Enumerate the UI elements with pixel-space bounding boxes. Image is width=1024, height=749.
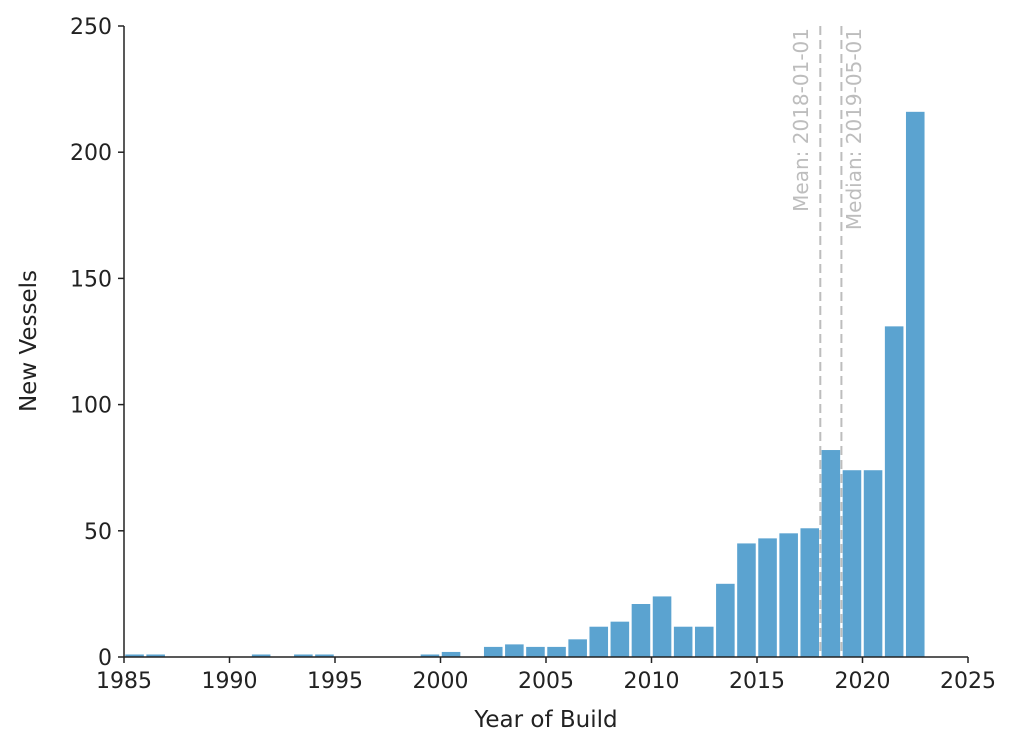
bar-1999 bbox=[420, 654, 440, 657]
bar-2016 bbox=[779, 533, 798, 657]
x-tick-label: 1990 bbox=[202, 669, 258, 694]
x-tick-label: 2000 bbox=[413, 669, 469, 694]
y-tick-label: 150 bbox=[70, 267, 112, 292]
y-tick-label: 100 bbox=[70, 394, 112, 419]
x-tick-label: 1995 bbox=[307, 669, 363, 694]
bar-2002 bbox=[483, 646, 503, 657]
x-tick-label: 2025 bbox=[940, 669, 996, 694]
bar-2010 bbox=[652, 596, 672, 657]
bar-2008 bbox=[610, 621, 630, 657]
bar-2007 bbox=[589, 626, 609, 657]
x-axis-ticks: 1985 1990 1995 2000 2005 2010 2015 2020 2025 bbox=[96, 657, 996, 694]
bar-1994 bbox=[315, 654, 334, 657]
bar-1993 bbox=[294, 654, 313, 657]
x-tick-label: 2015 bbox=[729, 669, 785, 694]
y-axis-label: New Vessels bbox=[16, 270, 42, 412]
bar-2004 bbox=[526, 646, 545, 657]
bar-2009 bbox=[631, 604, 651, 657]
bar-2021 bbox=[884, 326, 904, 657]
bar-1986 bbox=[146, 654, 165, 657]
y-tick-label: 0 bbox=[98, 646, 112, 671]
x-tick-label: 1985 bbox=[96, 669, 152, 694]
bar-2000 bbox=[441, 651, 461, 657]
y-axis-ticks: 0 50 100 150 200 250 bbox=[70, 15, 124, 671]
x-tick-label: 2010 bbox=[624, 669, 680, 694]
x-tick-label: 2005 bbox=[518, 669, 574, 694]
x-tick-label: 2020 bbox=[835, 669, 891, 694]
bar-2019 bbox=[842, 470, 862, 657]
bar-2018 bbox=[821, 450, 841, 657]
bar-2014 bbox=[737, 543, 756, 657]
x-axis-label: Year of Build bbox=[473, 707, 617, 733]
bar-2020 bbox=[863, 470, 883, 657]
y-tick-label: 200 bbox=[70, 141, 112, 166]
bars bbox=[125, 111, 925, 657]
bar-2011 bbox=[673, 626, 693, 657]
bar-1985 bbox=[125, 654, 144, 657]
reference-line-label-1: Median: 2019-05-01 bbox=[842, 28, 866, 230]
bar-1991 bbox=[251, 654, 271, 657]
bar-2017 bbox=[800, 528, 820, 657]
y-tick-label: 50 bbox=[84, 520, 112, 545]
y-tick-label: 250 bbox=[70, 15, 112, 40]
bar-2013 bbox=[716, 583, 735, 657]
bar-2003 bbox=[505, 644, 524, 657]
bar-2022 bbox=[905, 111, 925, 657]
bar-2005 bbox=[547, 646, 566, 657]
reference-lines: Mean: 2018-01-01 Median: 2019-05-01 bbox=[789, 26, 866, 657]
bar-2006 bbox=[568, 639, 587, 657]
bar-2015 bbox=[758, 538, 777, 657]
reference-line-label-0: Mean: 2018-01-01 bbox=[789, 28, 813, 212]
bar-2012 bbox=[694, 626, 714, 657]
